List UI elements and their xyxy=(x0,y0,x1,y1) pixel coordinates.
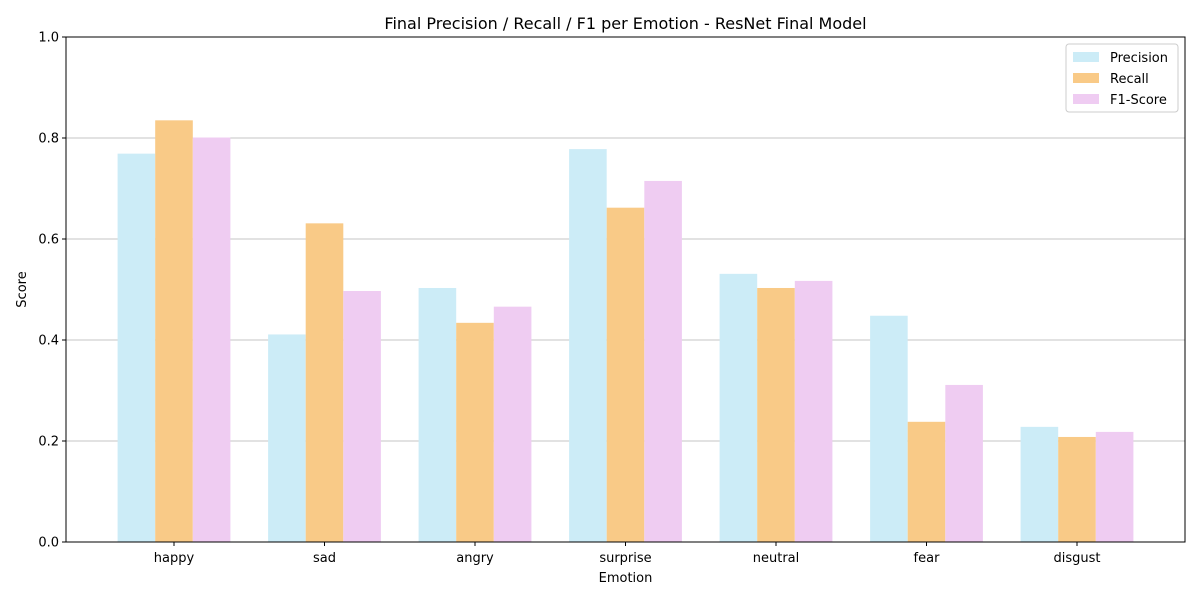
y-tick-label: 0.4 xyxy=(38,334,59,349)
y-tick-label: 0.0 xyxy=(38,536,59,551)
bar-precision-fear xyxy=(870,315,908,542)
x-tick-label: sad xyxy=(313,551,336,566)
legend-label: Precision xyxy=(1110,51,1168,66)
y-axis-label: Score xyxy=(15,271,30,307)
x-axis-ticks: happy sad angry surprise neutral fear disgust xyxy=(154,542,1101,566)
bar-f1-score-angry xyxy=(493,306,532,542)
chart-title: Final Precision / Recall / F1 per Emotio… xyxy=(384,14,866,33)
bar-precision-surprise xyxy=(569,149,607,543)
y-axis-ticks: 0.0 0.2 0.4 0.6 0.8 1.0 xyxy=(38,31,66,551)
bar-f1-score-surprise xyxy=(644,180,682,543)
legend-swatch xyxy=(1073,52,1099,62)
y-tick-label: 0.2 xyxy=(38,435,59,450)
bar-recall-fear xyxy=(907,421,946,542)
x-tick-label: angry xyxy=(456,551,494,566)
x-tick-label: disgust xyxy=(1054,551,1101,566)
bar-f1-score-disgust xyxy=(1095,431,1134,542)
bar-precision-neutral xyxy=(719,273,758,542)
x-tick-label: surprise xyxy=(599,551,651,566)
bar-precision-disgust xyxy=(1020,426,1059,542)
x-axis-label: Emotion xyxy=(599,571,653,586)
bar-precision-sad xyxy=(268,334,306,542)
bar-f1-score-neutral xyxy=(794,280,833,542)
bar-recall-disgust xyxy=(1058,436,1096,542)
x-tick-label: neutral xyxy=(753,551,800,566)
bar-f1-score-fear xyxy=(945,384,983,542)
bar-recall-happy xyxy=(155,120,193,542)
y-tick-label: 0.8 xyxy=(38,132,59,147)
bar-f1-score-sad xyxy=(343,291,381,542)
bar-recall-surprise xyxy=(606,207,645,542)
bar-recall-sad xyxy=(305,223,344,542)
bar-precision-happy xyxy=(117,153,156,542)
bars xyxy=(117,120,1134,543)
x-tick-label: fear xyxy=(914,551,941,566)
legend-swatch xyxy=(1073,73,1099,83)
y-tick-label: 1.0 xyxy=(38,31,59,46)
legend-swatch xyxy=(1073,94,1099,104)
legend-label: Recall xyxy=(1110,72,1149,87)
legend: Precision Recall F1-Score xyxy=(1065,43,1179,113)
bar-f1-score-happy xyxy=(192,137,231,542)
bar-recall-angry xyxy=(456,322,494,542)
y-tick-label: 0.6 xyxy=(38,233,59,248)
x-tick-label: happy xyxy=(154,551,195,566)
legend-label: F1-Score xyxy=(1110,93,1167,108)
bar-recall-neutral xyxy=(757,287,795,542)
bar-precision-angry xyxy=(418,287,457,542)
